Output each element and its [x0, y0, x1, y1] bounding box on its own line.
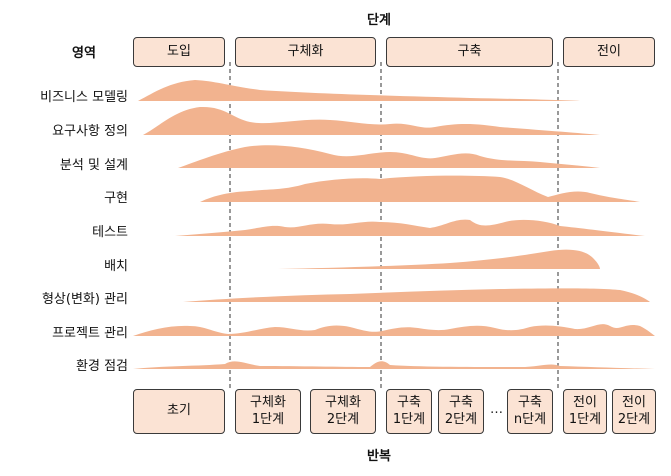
iteration-box-initial: 초기 [133, 389, 225, 434]
hump-deployment [278, 249, 600, 269]
iteration-label-line2: n단계 [513, 411, 547, 427]
discipline-label-requirements: 요구사항 정의 [52, 124, 128, 139]
iteration-label-line1: 구체화 [325, 395, 361, 411]
discipline-label-business-modeling: 비즈니스 모델링 [40, 90, 128, 105]
iteration-label-line2: 2단계 [444, 411, 478, 427]
iteration-box-construction-1: 구축 1단계 [386, 389, 432, 434]
iteration-label-line1: 구축 [449, 395, 473, 411]
iteration-label-line1: 초기 [167, 403, 191, 419]
iteration-label-line2: 1단계 [568, 411, 602, 427]
discipline-label-test: 테스트 [92, 225, 128, 240]
hump-test [175, 219, 645, 236]
iteration-label-line1: 구체화 [250, 395, 286, 411]
iteration-box-elaboration-1: 구체화 1단계 [235, 389, 301, 434]
discipline-label-config-management: 형상(변화) 관리 [41, 292, 128, 307]
discipline-label-environment: 환경 점검 [76, 359, 128, 374]
iteration-label-line1: 구축 [397, 395, 421, 411]
hump-project-management [133, 324, 655, 336]
iteration-box-construction-n: 구축 n단계 [507, 389, 553, 434]
hump-environment [133, 361, 655, 369]
iteration-label-line2: 2단계 [617, 411, 651, 427]
iteration-label-line2: 1단계 [251, 411, 285, 427]
iteration-label-line2: 1단계 [392, 411, 426, 427]
discipline-label-project-management: 프로젝트 관리 [52, 326, 128, 341]
discipline-header-title: 영역 [72, 46, 96, 61]
iteration-label-line1: 전이 [622, 395, 646, 411]
phase-box-elaboration: 구체화 [235, 37, 376, 67]
hump-config-management [183, 288, 650, 302]
iteration-box-transition-2: 전이 2단계 [612, 389, 656, 434]
hump-implementation [200, 175, 640, 202]
iteration-box-elaboration-2: 구체화 2단계 [310, 389, 376, 434]
iteration-box-transition-1: 전이 1단계 [563, 389, 607, 434]
discipline-label-analysis-design: 분석 및 설계 [59, 158, 128, 173]
hump-analysis-design [178, 145, 600, 168]
iteration-ellipsis: … [490, 402, 503, 417]
hump-requirements [143, 106, 600, 135]
iteration-label-line2: 2단계 [326, 411, 360, 427]
discipline-label-deployment: 배치 [104, 259, 128, 274]
phase-header-title: 단계 [367, 13, 391, 28]
phase-box-transition: 전이 [563, 37, 655, 67]
phase-box-inception: 도입 [133, 37, 225, 67]
phase-box-construction: 구축 [386, 37, 553, 67]
iteration-box-construction-2: 구축 2단계 [438, 389, 484, 434]
iteration-label-line1: 구축 [518, 395, 542, 411]
iteration-label-line1: 전이 [573, 395, 597, 411]
discipline-label-implementation: 구현 [104, 191, 128, 206]
iteration-header-title: 반복 [367, 449, 391, 464]
hump-business-modeling [138, 80, 580, 101]
